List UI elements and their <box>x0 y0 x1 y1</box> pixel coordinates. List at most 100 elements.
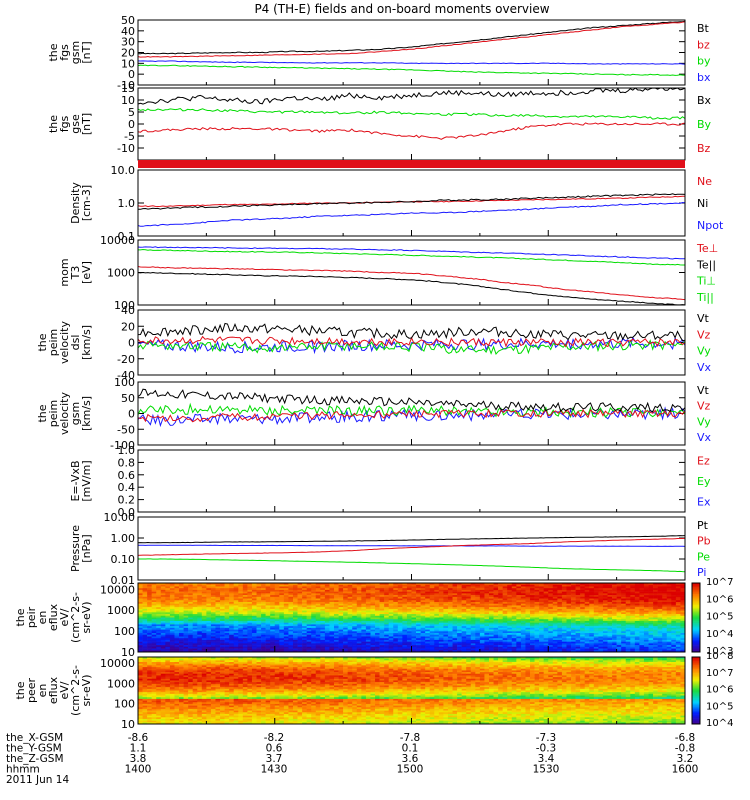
spectrogram-cell <box>206 593 212 596</box>
spectrogram-cell <box>548 619 554 622</box>
spectrogram-cell <box>580 589 586 592</box>
spectrogram-cell <box>352 603 358 606</box>
spectrogram-cell <box>188 650 193 653</box>
spectrogram-cell <box>648 638 654 641</box>
spectrogram-cell <box>352 612 358 615</box>
spectrogram-cell <box>206 634 212 637</box>
spectrogram-cell <box>589 641 595 644</box>
spectrogram-cell <box>138 615 143 618</box>
spectrogram-cell <box>557 589 563 592</box>
spectrogram-cell <box>379 648 385 651</box>
spectrogram-cell <box>420 634 426 637</box>
spectrogram-cell <box>452 620 458 623</box>
spectrogram-cell <box>525 636 531 639</box>
spectrogram-cell <box>197 586 203 589</box>
spectrogram-cell <box>639 598 645 601</box>
spectrogram-cell <box>488 593 494 596</box>
spectrogram-cell <box>334 583 339 586</box>
spectrogram-cell <box>479 586 485 589</box>
spectrogram-cell <box>634 586 640 589</box>
spectrogram-cell <box>388 607 394 610</box>
spectrogram-cell <box>315 584 321 587</box>
spectrogram-cell <box>466 633 472 636</box>
spectrogram-cell <box>238 588 244 591</box>
spectrogram-cell <box>375 595 380 598</box>
spectrogram-cell <box>643 619 649 622</box>
spectrogram-cell <box>516 627 522 630</box>
spectrogram-cell <box>251 619 257 622</box>
spectrogram-cell <box>160 603 166 606</box>
spectrogram-cell <box>151 586 157 589</box>
spectrogram-cell <box>580 612 586 615</box>
spectrogram-cell <box>621 610 627 613</box>
spectrogram-cell <box>402 633 408 636</box>
spectrogram-cell <box>169 643 175 646</box>
spectrogram-cell <box>224 601 230 604</box>
spectrogram-cell <box>370 648 376 651</box>
spectrogram-cell <box>306 633 312 636</box>
spectrogram-cell <box>434 624 440 627</box>
spectrogram-cell <box>297 593 303 596</box>
spectrogram-cell <box>602 638 608 641</box>
spectrogram-cell <box>420 603 426 606</box>
spectrogram-cell <box>179 620 184 623</box>
spectrogram-cell <box>356 607 362 610</box>
spectrogram-cell <box>425 608 431 611</box>
spectrogram-cell <box>666 626 672 629</box>
spectrogram-cell <box>279 638 285 641</box>
spectrogram-cell <box>552 607 558 610</box>
spectrogram-cell <box>552 591 558 594</box>
spectrogram-cell <box>520 633 526 636</box>
spectrogram-cell <box>370 589 376 592</box>
spectrogram-cell <box>142 603 148 606</box>
spectrogram-cell <box>502 610 508 613</box>
spectrogram-cell <box>411 619 417 622</box>
spectrogram-cell <box>470 586 476 589</box>
spectrogram-cell <box>420 646 426 649</box>
spectrogram-cell <box>375 619 380 622</box>
spectrogram-cell <box>621 620 627 623</box>
spectrogram-cell <box>393 583 399 586</box>
spectrogram-cell <box>452 612 458 615</box>
spectrogram-cell <box>516 641 522 644</box>
spectrogram-cell <box>653 636 658 639</box>
spectrogram-cell <box>552 612 558 615</box>
spectrogram-cell <box>292 595 298 598</box>
spectrogram-cell <box>475 614 481 617</box>
spectrogram-cell <box>347 627 353 630</box>
y-tick-label: -10 <box>117 142 135 155</box>
spectrogram-cell <box>361 619 367 622</box>
spectrogram-cell <box>206 619 212 622</box>
spectrogram-cell <box>493 584 499 587</box>
spectrogram-cell <box>571 603 576 606</box>
y-axis-label-line: dsl <box>69 335 82 351</box>
spectrogram-cell <box>356 620 362 623</box>
y-tick-label: -50 <box>117 423 135 436</box>
spectrogram-cell <box>484 612 490 615</box>
spectrogram-cell <box>543 624 549 627</box>
spectrogram-cell <box>215 598 221 601</box>
spectrogram-cell <box>643 639 649 642</box>
spectrogram-cell <box>183 595 189 598</box>
spectrogram-cell <box>265 583 271 586</box>
spectrogram-cell <box>233 636 239 639</box>
spectrogram-cell <box>356 593 362 596</box>
spectrogram-cell <box>534 650 540 653</box>
spectrogram-cell <box>438 610 444 613</box>
spectrogram-cell <box>188 634 193 637</box>
spectrogram-cell <box>247 634 253 637</box>
spectrogram-cell <box>479 629 485 632</box>
spectrogram-cell <box>502 645 508 648</box>
spectrogram-cell <box>210 645 216 648</box>
spectrogram-cell <box>251 588 257 591</box>
spectrogram-cell <box>543 595 549 598</box>
spectrogram-cell <box>662 643 668 646</box>
spectrogram-cell <box>247 600 253 603</box>
spectrogram-cell <box>557 633 563 636</box>
spectrogram-cell <box>479 650 485 653</box>
spectrogram-cell <box>224 583 230 586</box>
spectrogram-cell <box>384 633 390 636</box>
spectrogram-cell <box>406 639 412 642</box>
spectrogram-cell <box>666 622 672 625</box>
spectrogram-cell <box>156 596 162 599</box>
